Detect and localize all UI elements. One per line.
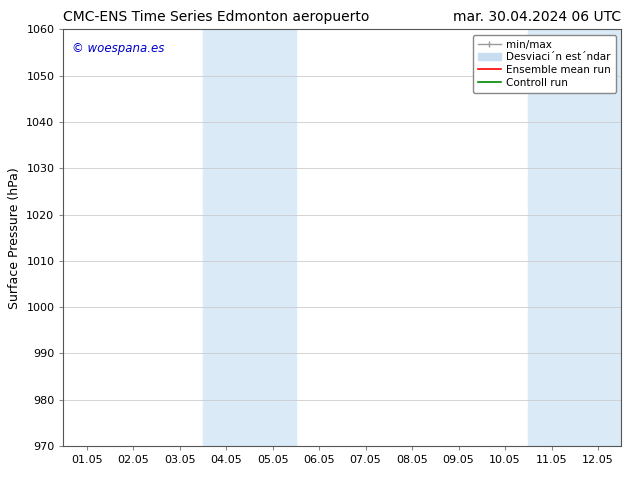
Text: © woespana.es: © woespana.es xyxy=(72,42,164,55)
Bar xyxy=(528,29,621,446)
Bar xyxy=(203,29,296,446)
Legend: min/max, Desviaci´n est´ndar, Ensemble mean run, Controll run: min/max, Desviaci´n est´ndar, Ensemble m… xyxy=(473,35,616,93)
Y-axis label: Surface Pressure (hPa): Surface Pressure (hPa) xyxy=(8,167,21,309)
Text: CMC-ENS Time Series Edmonton aeropuerto: CMC-ENS Time Series Edmonton aeropuerto xyxy=(63,10,370,24)
Text: mar. 30.04.2024 06 UTC: mar. 30.04.2024 06 UTC xyxy=(453,10,621,24)
